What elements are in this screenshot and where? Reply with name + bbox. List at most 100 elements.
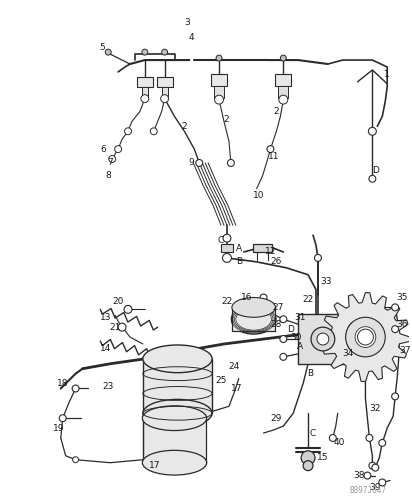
- Ellipse shape: [143, 450, 207, 475]
- Circle shape: [280, 354, 287, 360]
- Bar: [253, 244, 272, 252]
- Text: 36: 36: [396, 320, 408, 328]
- Circle shape: [303, 460, 313, 470]
- Circle shape: [162, 49, 168, 55]
- Text: 21: 21: [110, 322, 121, 332]
- Text: 5: 5: [99, 42, 105, 51]
- Text: 3: 3: [185, 18, 190, 27]
- Bar: [221, 244, 233, 252]
- Text: 15: 15: [317, 453, 329, 462]
- Text: 2: 2: [182, 122, 187, 131]
- Text: 35: 35: [396, 293, 408, 302]
- Ellipse shape: [232, 304, 276, 334]
- Text: 20: 20: [112, 297, 124, 306]
- Circle shape: [329, 434, 336, 442]
- Text: B: B: [307, 369, 313, 378]
- Ellipse shape: [143, 400, 212, 427]
- Text: A: A: [297, 342, 303, 351]
- Text: 2: 2: [274, 107, 279, 116]
- Circle shape: [216, 55, 222, 61]
- Text: 2: 2: [223, 115, 229, 124]
- Text: 6: 6: [101, 144, 106, 154]
- Text: 30: 30: [290, 332, 302, 342]
- Text: D: D: [287, 324, 294, 334]
- Text: 38: 38: [354, 471, 365, 480]
- Text: C: C: [310, 428, 316, 438]
- Circle shape: [369, 462, 376, 469]
- Bar: [157, 77, 173, 87]
- Circle shape: [279, 95, 288, 104]
- Text: 19: 19: [53, 424, 65, 432]
- Circle shape: [73, 457, 79, 462]
- Circle shape: [364, 472, 371, 479]
- Circle shape: [368, 128, 376, 135]
- Text: C: C: [218, 236, 224, 244]
- Text: 22: 22: [221, 297, 232, 306]
- Text: 25: 25: [215, 376, 227, 385]
- Circle shape: [260, 294, 267, 301]
- Ellipse shape: [143, 406, 207, 430]
- Ellipse shape: [232, 298, 275, 318]
- Bar: [137, 77, 153, 87]
- Bar: [143, 359, 212, 413]
- Circle shape: [355, 326, 376, 347]
- Text: 37: 37: [399, 346, 411, 356]
- Text: 17: 17: [149, 461, 161, 470]
- Bar: [279, 86, 288, 98]
- Text: 8: 8: [105, 172, 111, 180]
- Text: 7: 7: [108, 158, 113, 168]
- Circle shape: [150, 128, 157, 134]
- Circle shape: [314, 254, 321, 262]
- Circle shape: [118, 323, 126, 331]
- Text: 29: 29: [271, 414, 282, 422]
- Circle shape: [105, 49, 111, 55]
- Text: 24: 24: [228, 362, 239, 371]
- Circle shape: [392, 393, 398, 400]
- Circle shape: [311, 327, 335, 351]
- Circle shape: [301, 451, 315, 464]
- Bar: [232, 308, 275, 331]
- Circle shape: [392, 326, 398, 332]
- Text: 17: 17: [231, 384, 243, 393]
- Circle shape: [267, 146, 274, 152]
- Circle shape: [124, 128, 131, 134]
- Text: D: D: [372, 166, 379, 175]
- Text: 40: 40: [334, 438, 345, 448]
- Circle shape: [59, 414, 66, 422]
- Text: 12: 12: [265, 248, 276, 256]
- Bar: [298, 314, 348, 364]
- Text: 18: 18: [57, 379, 68, 388]
- Text: A: A: [236, 244, 242, 252]
- Text: 9: 9: [188, 158, 194, 168]
- Circle shape: [346, 318, 385, 357]
- Text: 10: 10: [253, 191, 265, 200]
- Text: 34: 34: [342, 350, 353, 358]
- Text: 39: 39: [370, 483, 381, 492]
- Circle shape: [280, 336, 287, 342]
- Text: 14: 14: [100, 344, 111, 354]
- Bar: [142, 87, 148, 97]
- Text: 27: 27: [273, 303, 284, 312]
- Circle shape: [346, 318, 384, 356]
- Circle shape: [379, 440, 386, 446]
- Polygon shape: [321, 292, 410, 382]
- Circle shape: [358, 329, 373, 345]
- Text: 1: 1: [384, 70, 390, 80]
- Circle shape: [366, 434, 373, 442]
- Text: B897J047: B897J047: [349, 486, 386, 495]
- Circle shape: [280, 55, 286, 61]
- Text: 33: 33: [320, 277, 332, 286]
- Circle shape: [141, 94, 149, 102]
- Circle shape: [369, 176, 376, 182]
- Circle shape: [392, 304, 398, 311]
- Bar: [275, 74, 291, 86]
- Circle shape: [227, 160, 234, 166]
- Circle shape: [317, 333, 329, 345]
- Ellipse shape: [143, 345, 212, 372]
- Text: 26: 26: [271, 258, 282, 266]
- Circle shape: [372, 464, 379, 471]
- Text: 32: 32: [370, 404, 381, 413]
- Text: 16: 16: [241, 293, 253, 302]
- Bar: [143, 418, 206, 463]
- Circle shape: [109, 156, 116, 162]
